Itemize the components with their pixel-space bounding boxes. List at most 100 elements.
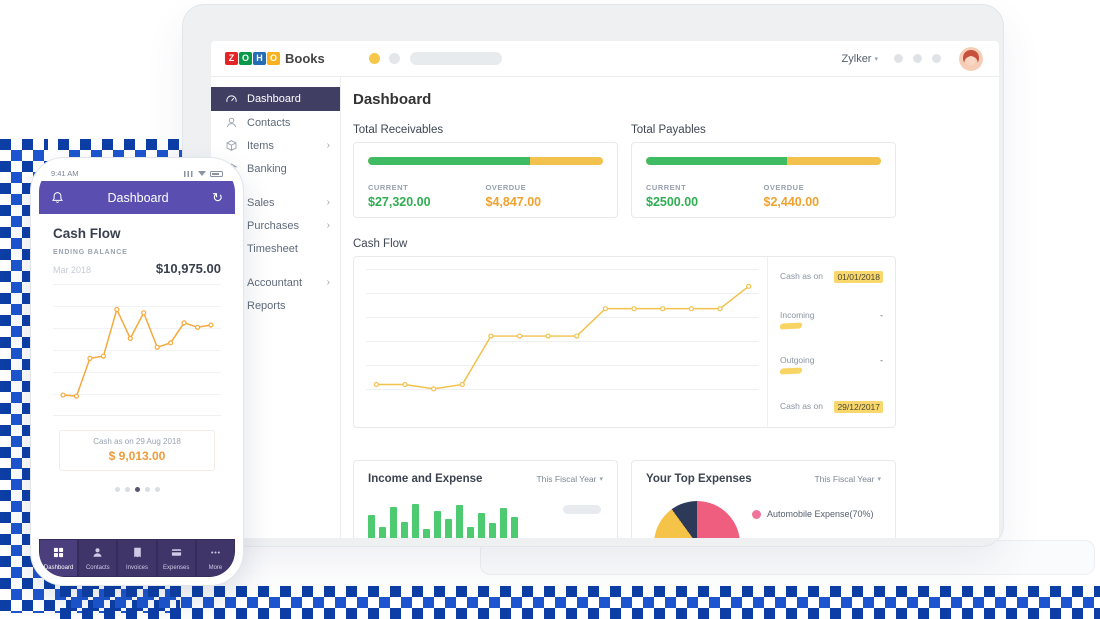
- carousel-dot-active[interactable]: [134, 487, 140, 492]
- page-title: Dashboard: [353, 91, 432, 108]
- phone-screen: 9:41 AM Dashboard ↻ Cash Flow ENDING BAL…: [39, 166, 235, 577]
- overdue-value: $2,440.00: [763, 195, 820, 209]
- signal-icon: [184, 170, 194, 177]
- legend-label: Outgoing: [780, 355, 815, 366]
- legend-label: Automobile Expense(70%): [767, 509, 874, 519]
- sidebar-item-label: Purchases: [247, 219, 299, 232]
- refresh-icon[interactable]: ↻: [212, 190, 223, 205]
- bar: [445, 519, 452, 538]
- carousel-dot[interactable]: [124, 487, 130, 492]
- person-icon: [92, 545, 103, 563]
- desktop-screen: Z O H O Books Zylker ▾: [211, 41, 999, 538]
- cash-flow-legend: Cash as on 01/01/2018 Incoming -: [767, 257, 895, 427]
- topbar-icon-dot: [894, 54, 903, 63]
- sidebar-item-contacts[interactable]: Contacts: [211, 111, 340, 134]
- fiscal-year-dropdown[interactable]: This Fiscal Year ▾: [814, 474, 881, 484]
- logo-letter: Z: [225, 52, 238, 65]
- sidebar-item-label: Contacts: [247, 116, 291, 129]
- carousel-dot[interactable]: [154, 487, 160, 492]
- sidebar-item-dashboard[interactable]: Dashboard: [211, 87, 340, 111]
- box-icon: [225, 139, 239, 153]
- battery-icon: [210, 170, 223, 177]
- avatar-image: [959, 46, 983, 71]
- user-avatar[interactable]: [959, 46, 983, 71]
- mobilenav-contacts[interactable]: Contacts: [79, 540, 117, 576]
- legend-cash-start: Cash as on 01/01/2018: [780, 271, 883, 283]
- phone-status-bar: 9:41 AM: [39, 166, 235, 181]
- org-name: Zylker: [841, 52, 872, 65]
- bar: [434, 511, 441, 538]
- sidebar-item-label: Sales: [247, 196, 275, 209]
- legend-value: -: [880, 309, 883, 320]
- top-expenses-card: Your Top Expenses This Fiscal Year ▾ Aut…: [631, 460, 896, 538]
- person-icon: [225, 116, 239, 130]
- overdue-value: $4,847.00: [485, 195, 542, 209]
- cash-flow-section: Cash Flow Cash as on 01/01/2018: [353, 238, 999, 428]
- nav-label: Invoices: [126, 565, 149, 571]
- mobile-card-title: Cash Flow: [53, 226, 121, 241]
- bar: [511, 517, 518, 538]
- nav-label: More: [208, 565, 223, 571]
- mobilenav-dashboard[interactable]: Dashboard: [40, 540, 78, 576]
- chevron-right-icon: ›: [326, 197, 330, 208]
- sidebar-item-items[interactable]: Items ›: [211, 134, 340, 157]
- ending-balance-label: ENDING BALANCE: [53, 249, 128, 256]
- placeholder-dot: [388, 53, 400, 64]
- income-expense-bar-chart: [368, 487, 518, 538]
- phone-app-header: Dashboard ↻: [39, 181, 235, 214]
- cash-flow-card: Cash as on 01/01/2018 Incoming -: [353, 256, 896, 428]
- sidebar-item-label: Timesheet: [247, 242, 298, 255]
- carousel-dot[interactable]: [114, 487, 120, 492]
- fiscal-year-dropdown[interactable]: This Fiscal Year ▾: [536, 474, 603, 484]
- bar: [401, 522, 408, 538]
- section-label: Total Receivables: [353, 124, 444, 136]
- app-body: Dashboard Contacts Items ›: [211, 77, 999, 538]
- mobilenav-invoices[interactable]: Invoices: [118, 540, 156, 576]
- caret-down-icon: ▾: [877, 476, 881, 483]
- current-label: CURRENT: [646, 183, 687, 192]
- receivables-progress-bar: [368, 157, 603, 165]
- expenses-pie-chart: [654, 501, 740, 538]
- total-receivables-card: CURRENT $27,320.00 OVERDUE $4,847.00: [353, 142, 618, 218]
- logo-letter: O: [239, 52, 252, 65]
- caret-down-icon: ▾: [874, 55, 878, 63]
- bell-icon[interactable]: [51, 191, 64, 204]
- pixel-mosaic-decoration: [60, 586, 1100, 619]
- logo-letter: H: [253, 52, 266, 65]
- bar: [368, 515, 375, 538]
- phone-page-title: Dashboard: [107, 190, 169, 205]
- bar: [478, 513, 485, 538]
- legend-cash-end: Cash as on 29/12/2017: [780, 400, 883, 413]
- caret-down-icon: ▾: [599, 476, 603, 483]
- legend-outgoing: Outgoing -: [779, 355, 883, 375]
- carousel-dot[interactable]: [144, 487, 150, 492]
- nav-label: Expenses: [163, 565, 190, 571]
- sidebar-item-label: Banking: [247, 162, 287, 175]
- bar: [390, 507, 397, 538]
- bar: [423, 529, 430, 538]
- receivables-progress-fill: [368, 157, 531, 165]
- sidebar-item-label: Items: [247, 139, 274, 152]
- grid-icon: [53, 545, 64, 563]
- legend-value: -: [880, 355, 883, 366]
- ending-balance-value: $10,975.00: [155, 261, 221, 276]
- phone-body: Cash Flow ENDING BALANCE Mar 2018 $10,97…: [39, 214, 235, 539]
- sidebar-item-label: Dashboard: [247, 93, 301, 105]
- org-selector[interactable]: Zylker ▾: [842, 53, 878, 65]
- bar: [379, 527, 386, 538]
- payables-progress-fill: [646, 157, 787, 165]
- legend-value: 29/12/2017: [834, 400, 883, 413]
- sidebar-item-label: Reports: [247, 299, 286, 312]
- gauge-icon: [225, 92, 239, 106]
- mobilenav-expenses[interactable]: Expenses: [157, 540, 195, 576]
- payables-progress-bar: [646, 157, 881, 165]
- total-payables-block: Total Payables CURRENT $2500.00 OV: [631, 124, 896, 218]
- bar: [456, 505, 463, 538]
- mobilenav-more[interactable]: More: [196, 540, 235, 576]
- sidebar-item-label: Accountant: [247, 276, 303, 289]
- cash-flow-line-chart: [373, 283, 752, 392]
- overdue-stat: OVERDUE $2,440.00: [764, 183, 882, 209]
- topbar-icon-dot: [913, 54, 922, 63]
- zoho-books-logo[interactable]: Z O H O Books: [225, 51, 325, 66]
